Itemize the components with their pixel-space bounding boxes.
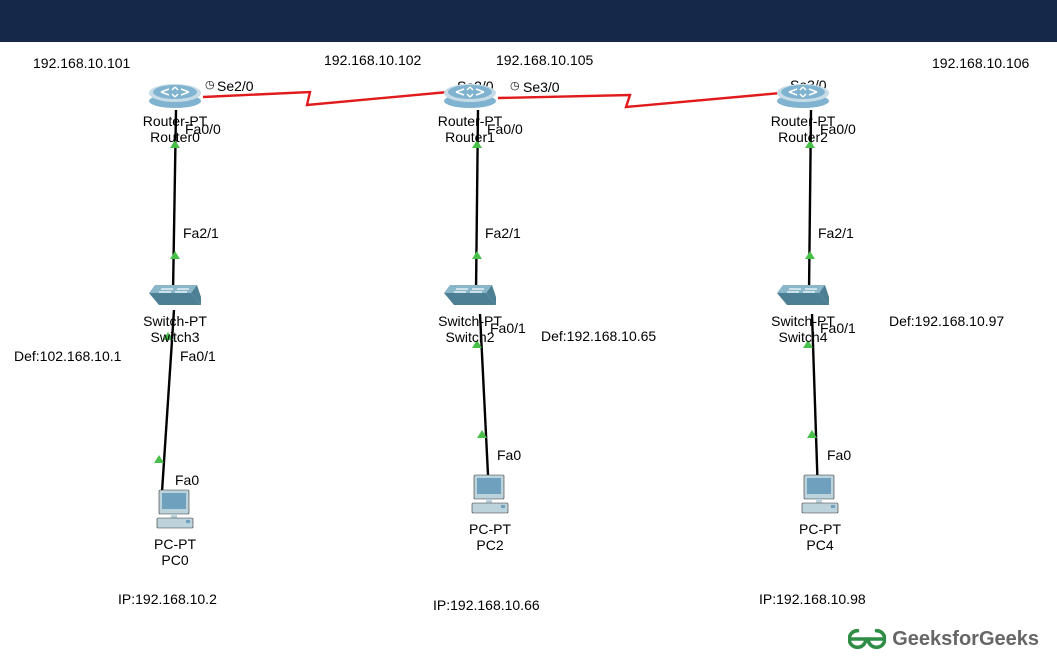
info-label: Def:192.168.10.65 <box>541 328 656 344</box>
port-label: Fa2/1 <box>485 225 521 241</box>
pc-device-label: PC-PTPC0 <box>154 536 196 568</box>
dce-clock-icon: ◷ <box>510 79 520 92</box>
info-label: Def:192.168.10.97 <box>889 313 1004 329</box>
switch-device-label: Switch-PTSwitch2 <box>438 313 502 345</box>
router-device-label: Router-PTRouter1 <box>438 113 503 145</box>
port-label: Fa2/1 <box>818 225 854 241</box>
router-icon[interactable] <box>147 81 203 109</box>
info-label: 192.168.10.101 <box>33 55 130 71</box>
pc-icon[interactable] <box>466 471 514 519</box>
router-device-label: Router-PTRouter2 <box>771 113 836 145</box>
info-label: IP:192.168.10.98 <box>759 591 866 607</box>
brand-footer: GeeksforGeeks <box>848 627 1039 651</box>
router-device-label: Router-PTRouter0 <box>143 113 208 145</box>
port-label: Fa0 <box>827 447 851 463</box>
link-status-indicator <box>154 455 164 463</box>
switch-icon[interactable] <box>775 281 831 311</box>
switch-device-label: Switch-PTSwitch4 <box>771 313 835 345</box>
port-label: Fa0/1 <box>180 348 216 364</box>
dce-clock-icon: ◷ <box>205 78 215 91</box>
link-status-indicator <box>472 251 482 259</box>
pc-device-label: PC-PTPC2 <box>469 521 511 553</box>
pc-device[interactable] <box>796 471 844 524</box>
info-label: IP:192.168.10.2 <box>118 591 217 607</box>
router-device[interactable] <box>442 81 498 114</box>
info-label: Def:102.168.10.1 <box>14 348 121 364</box>
port-label: Fa0 <box>497 447 521 463</box>
switch-icon[interactable] <box>442 281 498 311</box>
port-label: Se2/0 <box>217 78 254 94</box>
router-icon[interactable] <box>775 81 831 109</box>
switch-device-label: Switch-PTSwitch3 <box>143 313 207 345</box>
switch-device[interactable] <box>775 281 831 316</box>
pc-device[interactable] <box>466 471 514 524</box>
link-status-indicator <box>477 430 487 438</box>
geeksforgeeks-logo-icon <box>848 627 886 651</box>
port-label: Fa2/1 <box>183 225 219 241</box>
info-label: 192.168.10.102 <box>324 52 421 68</box>
info-label: IP:192.168.10.66 <box>433 597 540 613</box>
switch-icon[interactable] <box>147 281 203 311</box>
switch-device[interactable] <box>147 281 203 316</box>
router-device[interactable] <box>775 81 831 114</box>
router-icon[interactable] <box>442 81 498 109</box>
link-status-indicator <box>170 251 180 259</box>
link-status-indicator <box>805 251 815 259</box>
info-label: 192.168.10.106 <box>932 55 1029 71</box>
info-label: 192.168.10.105 <box>496 52 593 68</box>
pc-device[interactable] <box>151 486 199 539</box>
pc-icon[interactable] <box>796 471 844 519</box>
brand-text: GeeksforGeeks <box>892 628 1039 651</box>
pc-device-label: PC-PTPC4 <box>799 521 841 553</box>
router-device[interactable] <box>147 81 203 114</box>
port-label: Se3/0 <box>523 79 560 95</box>
switch-device[interactable] <box>442 281 498 316</box>
pc-icon[interactable] <box>151 486 199 534</box>
link-status-indicator <box>807 430 817 438</box>
